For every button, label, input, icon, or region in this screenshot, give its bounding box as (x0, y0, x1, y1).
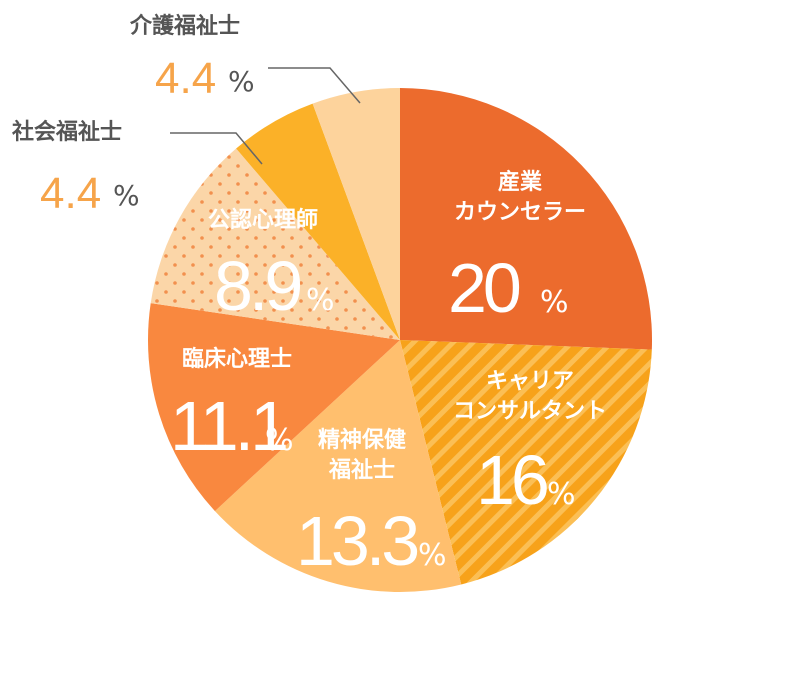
pie-slice-2 (214, 340, 462, 592)
slice-label-0-line-2: カウンセラー (454, 200, 586, 225)
slice-value-3: 11.1 (170, 387, 286, 465)
slice-percent-6: % (228, 65, 255, 98)
pie-slice-1 (400, 340, 652, 585)
slice-percent-2: % (418, 538, 447, 573)
callout-line-5 (170, 132, 263, 165)
slice-value-5: 4.4 (40, 169, 101, 218)
slice-label-4: 公認心理師 (208, 207, 318, 233)
slice-label-6: 介護福祉士 (129, 13, 240, 39)
callout-line-6 (268, 67, 361, 104)
pie-slice-4 (150, 148, 400, 340)
pie-slice-3 (147, 303, 400, 512)
pie-slice-5 (236, 103, 400, 341)
slice-value-0: 20 (448, 249, 520, 327)
slice-value-2: 13.3 (296, 502, 417, 580)
slice-percent-0: % (540, 285, 569, 320)
slice-label-2-line-2: 福祉士 (328, 458, 395, 483)
slice-percent-1: % (547, 477, 576, 512)
slice-percent-4: % (306, 283, 335, 318)
pie-slice-6 (312, 88, 400, 340)
slice-percent-5: % (113, 179, 140, 212)
slice-label-1-line-1: キャリア (486, 369, 574, 394)
slice-label-0-line-1: 産業 (498, 169, 543, 195)
slice-label-5: 社会福祉士 (12, 119, 122, 145)
pie-slice-0 (400, 88, 653, 350)
slice-percent-3: % (265, 423, 294, 458)
slice-label-3: 臨床心理士 (182, 346, 292, 372)
slice-value-4: 8.9 (214, 247, 300, 325)
slice-label-2-line-1: 精神保健 (318, 427, 406, 453)
slice-label-1-line-2: コンサルタント (453, 399, 607, 424)
slice-value-1: 16 (476, 441, 547, 519)
slice-value-6: 4.4 (155, 54, 216, 103)
